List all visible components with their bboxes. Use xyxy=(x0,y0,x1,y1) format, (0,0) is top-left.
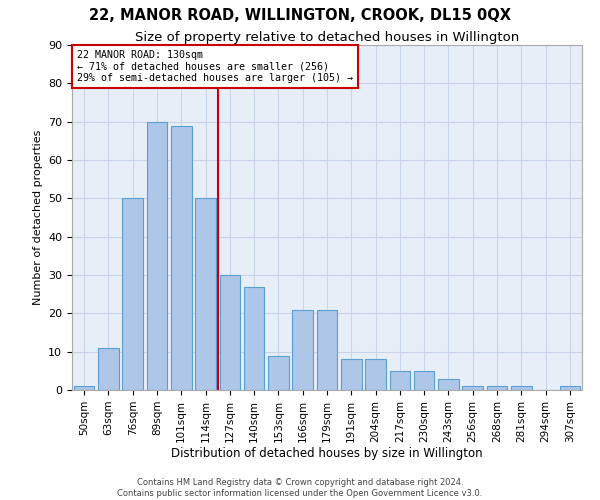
Bar xyxy=(438,378,459,390)
Text: 22, MANOR ROAD, WILLINGTON, CROOK, DL15 0QX: 22, MANOR ROAD, WILLINGTON, CROOK, DL15 … xyxy=(89,8,511,22)
Bar xyxy=(74,386,94,390)
Bar xyxy=(122,198,143,390)
Bar xyxy=(244,286,265,390)
Bar xyxy=(365,360,386,390)
X-axis label: Distribution of detached houses by size in Willington: Distribution of detached houses by size … xyxy=(171,448,483,460)
Bar xyxy=(487,386,508,390)
Bar xyxy=(414,371,434,390)
Title: Size of property relative to detached houses in Willington: Size of property relative to detached ho… xyxy=(135,31,519,44)
Bar xyxy=(146,122,167,390)
Bar xyxy=(511,386,532,390)
Bar xyxy=(341,360,362,390)
Bar xyxy=(389,371,410,390)
Y-axis label: Number of detached properties: Number of detached properties xyxy=(32,130,43,305)
Text: Contains HM Land Registry data © Crown copyright and database right 2024.
Contai: Contains HM Land Registry data © Crown c… xyxy=(118,478,482,498)
Text: 22 MANOR ROAD: 130sqm
← 71% of detached houses are smaller (256)
29% of semi-det: 22 MANOR ROAD: 130sqm ← 71% of detached … xyxy=(77,50,353,84)
Bar xyxy=(317,310,337,390)
Bar xyxy=(292,310,313,390)
Bar xyxy=(463,386,483,390)
Bar xyxy=(268,356,289,390)
Bar xyxy=(195,198,216,390)
Bar xyxy=(560,386,580,390)
Bar xyxy=(171,126,191,390)
Bar xyxy=(220,275,240,390)
Bar xyxy=(98,348,119,390)
